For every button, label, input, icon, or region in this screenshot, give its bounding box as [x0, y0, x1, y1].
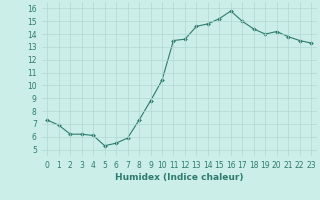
X-axis label: Humidex (Indice chaleur): Humidex (Indice chaleur) [115, 173, 244, 182]
